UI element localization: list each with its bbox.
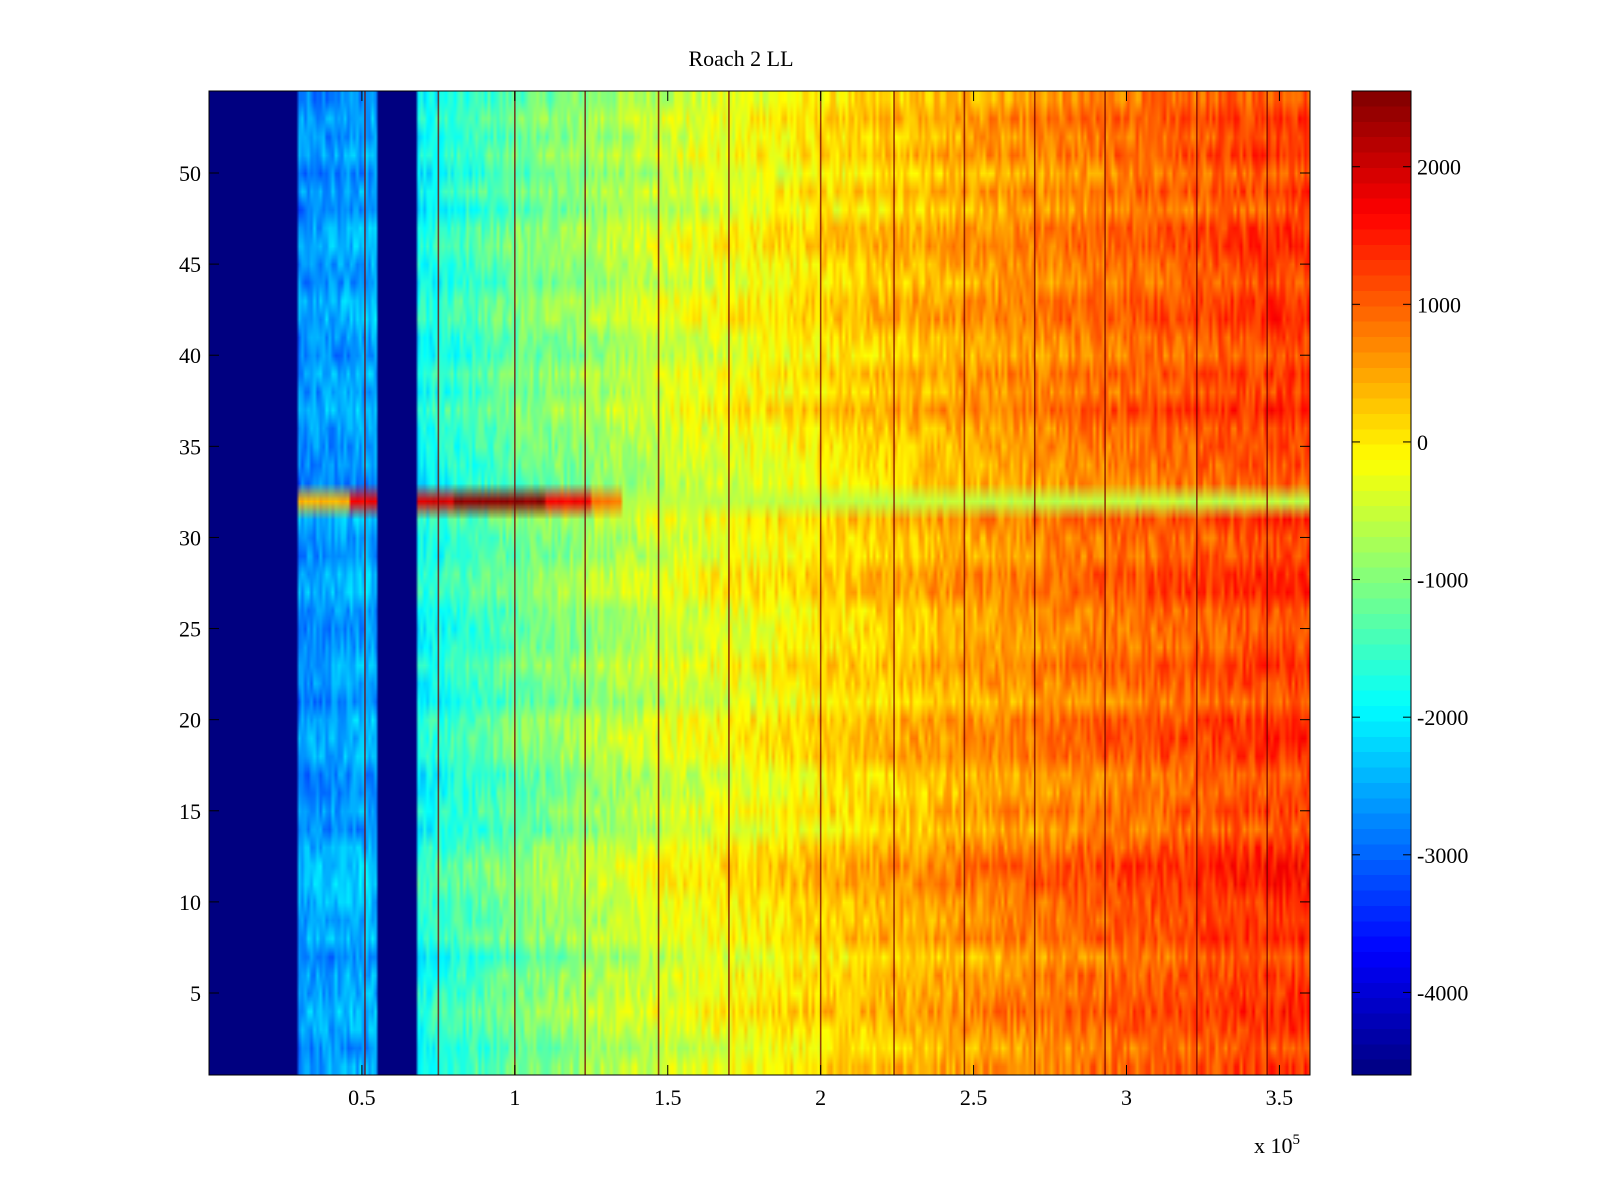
colorbar-gradient xyxy=(1352,91,1411,1075)
x-tick-label-5: 3 xyxy=(1121,1085,1132,1110)
x-tick-label-2: 1.5 xyxy=(654,1085,682,1110)
x-axis-exponent-power: 5 xyxy=(1293,1132,1301,1148)
y-tick-label-1: 10 xyxy=(179,890,201,915)
y-tick-label-5: 30 xyxy=(179,525,201,550)
colorbar-tick-label-1: -3000 xyxy=(1417,843,1468,868)
y-tick-label-0: 5 xyxy=(190,981,201,1006)
colorbar-tick-label-3: -1000 xyxy=(1417,568,1468,593)
colorbar-frame xyxy=(1351,90,1412,1076)
y-tick-label-7: 40 xyxy=(179,343,201,368)
x-tick-label-4: 2.5 xyxy=(960,1085,988,1110)
colorbar-ticks: -4000 -3000 -2000 -1000 0 1000 2000 xyxy=(1352,155,1468,1005)
colorbar-tick-label-6: 2000 xyxy=(1417,155,1461,180)
heatmap-plot-area[interactable]: 0.5 1 1.5 2 2.5 3 3.5 5 10 15 20 25 30 35 40 45 50 xyxy=(179,90,1311,1110)
y-tick-label-8: 45 xyxy=(179,252,201,277)
chart-title: Roach 2 LL xyxy=(688,46,793,71)
colorbar-tick-label-0: -4000 xyxy=(1417,980,1468,1005)
colorbar-tick-label-5: 1000 xyxy=(1417,292,1461,317)
y-axis-ticks: 5 10 15 20 25 30 35 40 45 50 xyxy=(179,161,1310,1006)
colorbar: -4000 -3000 -2000 -1000 0 1000 2000 xyxy=(1351,90,1468,1076)
y-tick-label-2: 15 xyxy=(179,799,201,824)
heatmap-image[interactable] xyxy=(209,91,1310,1075)
x-tick-label-3: 2 xyxy=(815,1085,826,1110)
vertical-line-group xyxy=(364,91,1268,1075)
x-axis-exponent-base: x 10 xyxy=(1254,1133,1293,1158)
x-tick-label-0: 0.5 xyxy=(348,1085,376,1110)
colorbar-tick-label-4: 0 xyxy=(1417,430,1428,455)
x-tick-label-6: 3.5 xyxy=(1266,1085,1294,1110)
y-tick-label-6: 35 xyxy=(179,434,201,459)
x-axis-ticks: 0.5 1 1.5 2 2.5 3 3.5 xyxy=(348,91,1293,1110)
y-tick-label-9: 50 xyxy=(179,161,201,186)
y-tick-label-4: 25 xyxy=(179,617,201,642)
y-tick-label-3: 20 xyxy=(179,708,201,733)
plot-frame xyxy=(208,90,1311,1076)
colorbar-tick-label-2: -2000 xyxy=(1417,705,1468,730)
x-tick-label-1: 1 xyxy=(509,1085,520,1110)
x-axis-exponent: x 105 xyxy=(1254,1132,1300,1158)
